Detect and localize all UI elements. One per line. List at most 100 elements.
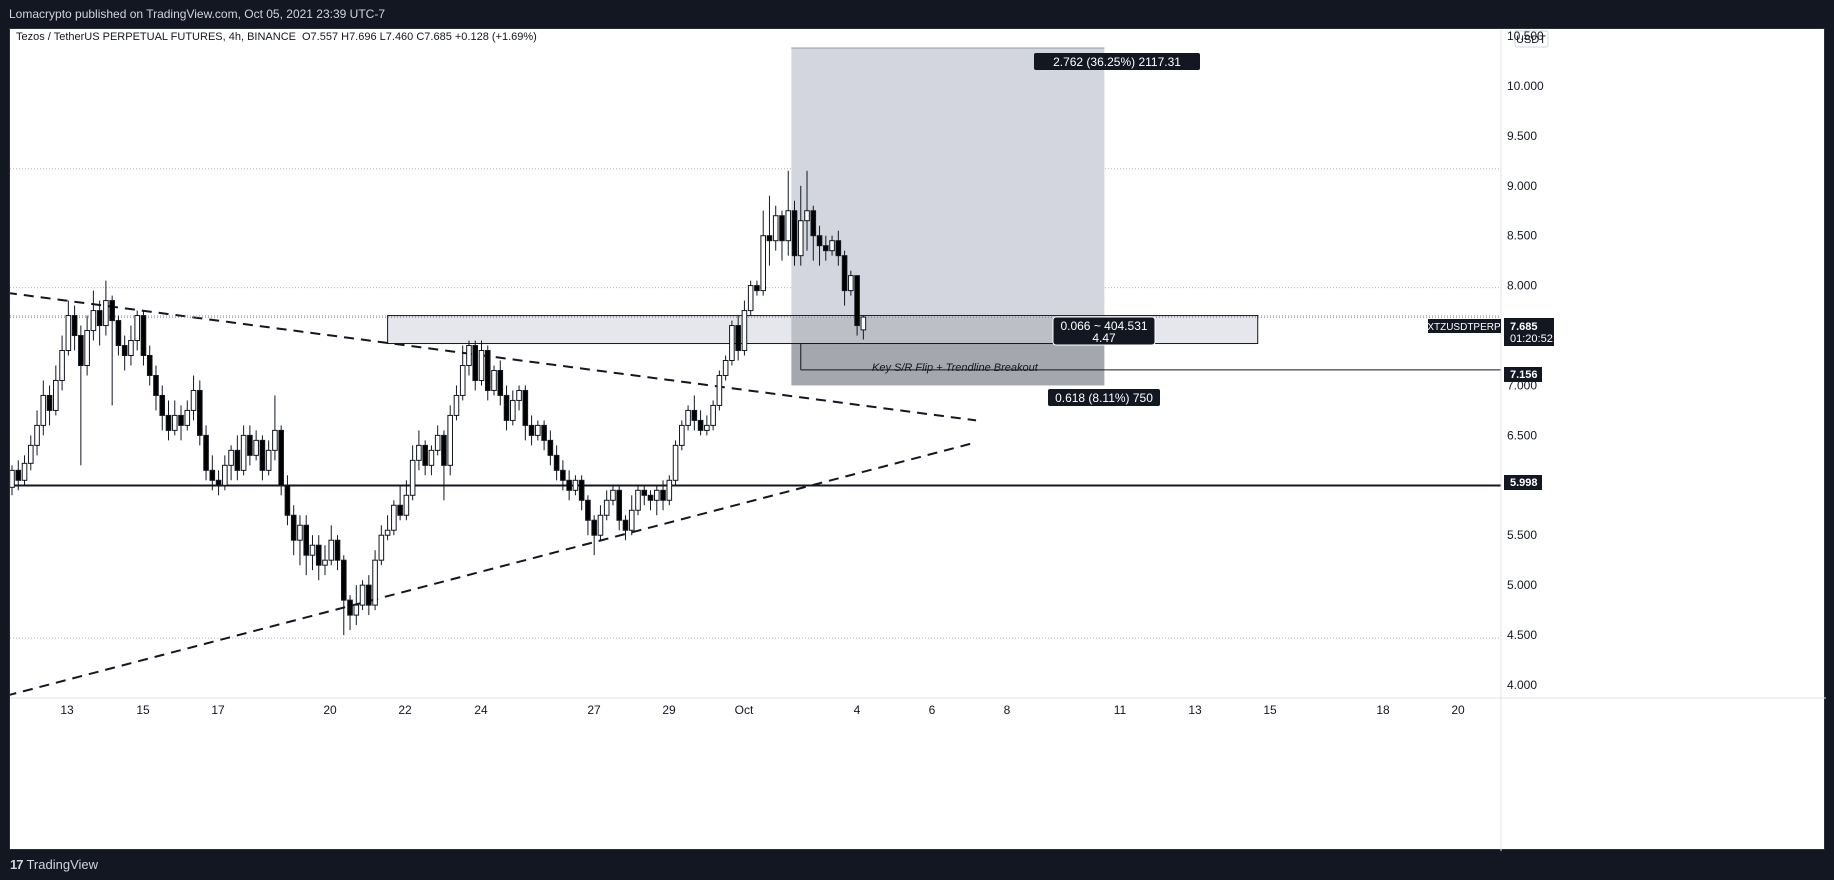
entry-label[interactable]: 0.066 ~ 404.531 4.47 [1052,316,1156,346]
chart-frame[interactable]: 2.762 (36.25%) 2117.31 0.066 ~ 404.531 4… [0,28,1826,851]
legend: Tezos / TetherUS PERPETUAL FUTURES, 4h, … [16,31,537,43]
time-axis[interactable]: 13 15 17 20 22 24 27 29 Oct 4 6 8 11 13 15 18 20 [60,703,1465,717]
svg-text:2.762 (36.25%) 2117.31: 2.762 (36.25%) 2117.31 [1053,55,1181,69]
price-tick-label: 10.000 [1507,79,1544,93]
price-tick-label: 4.000 [1507,678,1537,692]
candle [378,525,385,566]
profit-zone[interactable] [791,47,1105,318]
svg-text:7.685: 7.685 [1510,321,1538,333]
time-tick-label: 20 [1451,703,1465,717]
candle [810,205,817,261]
candle [240,425,247,476]
candle [779,210,785,261]
candle [197,380,203,446]
candle [510,390,516,426]
candle [591,515,597,556]
candle [121,335,128,371]
candle [860,315,867,340]
price-tick-label: 5.500 [1507,528,1537,542]
candle [823,235,829,261]
candle [272,395,278,461]
candle [178,405,184,441]
candle [384,515,391,541]
last-price-badge: 7.685 01:20:52 [1504,318,1554,346]
candle [622,515,629,541]
candle [140,310,147,366]
candle [71,305,78,351]
symbol-line: Tezos / TetherUS PERPETUAL FUTURES, 4h, … [16,31,537,43]
dashed-trendline[interactable] [0,441,977,700]
candle [710,400,716,431]
candle [353,585,360,626]
price-tick-label: 10.500 [1507,29,1544,43]
time-tick-label: 27 [587,703,601,717]
candle [729,320,735,366]
candle [109,295,115,406]
currency-badge [1514,30,1549,48]
time-tick-label: 11 [1114,703,1127,717]
candle [59,335,65,391]
candle [96,300,103,346]
candle [297,515,303,566]
symbol-badge: XTZUSDTPERP [1427,319,1501,333]
candle [447,405,453,476]
candle [9,465,15,496]
target-label: 2.762 (36.25%) 2117.31 [1034,53,1200,70]
candle [434,425,441,456]
candle [15,460,22,491]
candle [541,420,547,451]
candle [247,425,253,466]
candle [472,340,479,391]
candle [27,435,34,471]
price-chart[interactable]: 2.762 (36.25%) 2117.31 0.066 ~ 404.531 4… [0,29,1826,851]
svg-text:7.156: 7.156 [1510,369,1538,381]
candle [203,425,209,481]
time-tick-label: 15 [136,703,150,717]
candle [34,410,40,456]
candle [616,485,623,531]
candle [553,445,560,481]
candle [704,415,710,436]
candle [653,485,660,516]
candle [259,435,266,481]
candle [165,400,172,441]
candle [797,185,804,266]
candle [722,355,729,381]
candle [660,480,666,511]
candle [854,275,860,336]
candle [90,290,97,341]
time-tick-label: Oct [735,703,754,717]
candle [697,410,704,436]
candle [641,485,648,506]
candle [190,375,197,421]
tradingview-logo[interactable]: 17 TradingView [10,857,99,872]
horizontal-levels[interactable] [10,316,1501,487]
candle [835,230,842,266]
price-tick-label: 9.500 [1507,129,1537,143]
price-axis[interactable]: USDT 10.50010.0009.5009.0008.5008.0007.5… [1507,29,1549,692]
tradingview-icon: 17 [10,857,24,872]
stop-label: 0.618 (8.11%) 750 [1048,389,1160,406]
candle [635,485,641,516]
candle [78,325,84,466]
candle [766,195,773,266]
candle [647,490,654,511]
candle [366,575,372,616]
candle [46,385,53,426]
candle [610,485,616,506]
candle [422,440,428,476]
candle [597,505,604,541]
candle [228,445,234,481]
candle [184,400,191,431]
publish-header: Lomacrypto published on TradingView.com,… [9,7,385,21]
candle [284,475,291,526]
candles [9,170,867,636]
candle [322,545,328,576]
candle [222,455,228,491]
candle [409,445,416,501]
candle [679,420,685,451]
candle [628,495,635,536]
candle [347,595,353,631]
candle [466,340,472,376]
candle [84,315,90,376]
